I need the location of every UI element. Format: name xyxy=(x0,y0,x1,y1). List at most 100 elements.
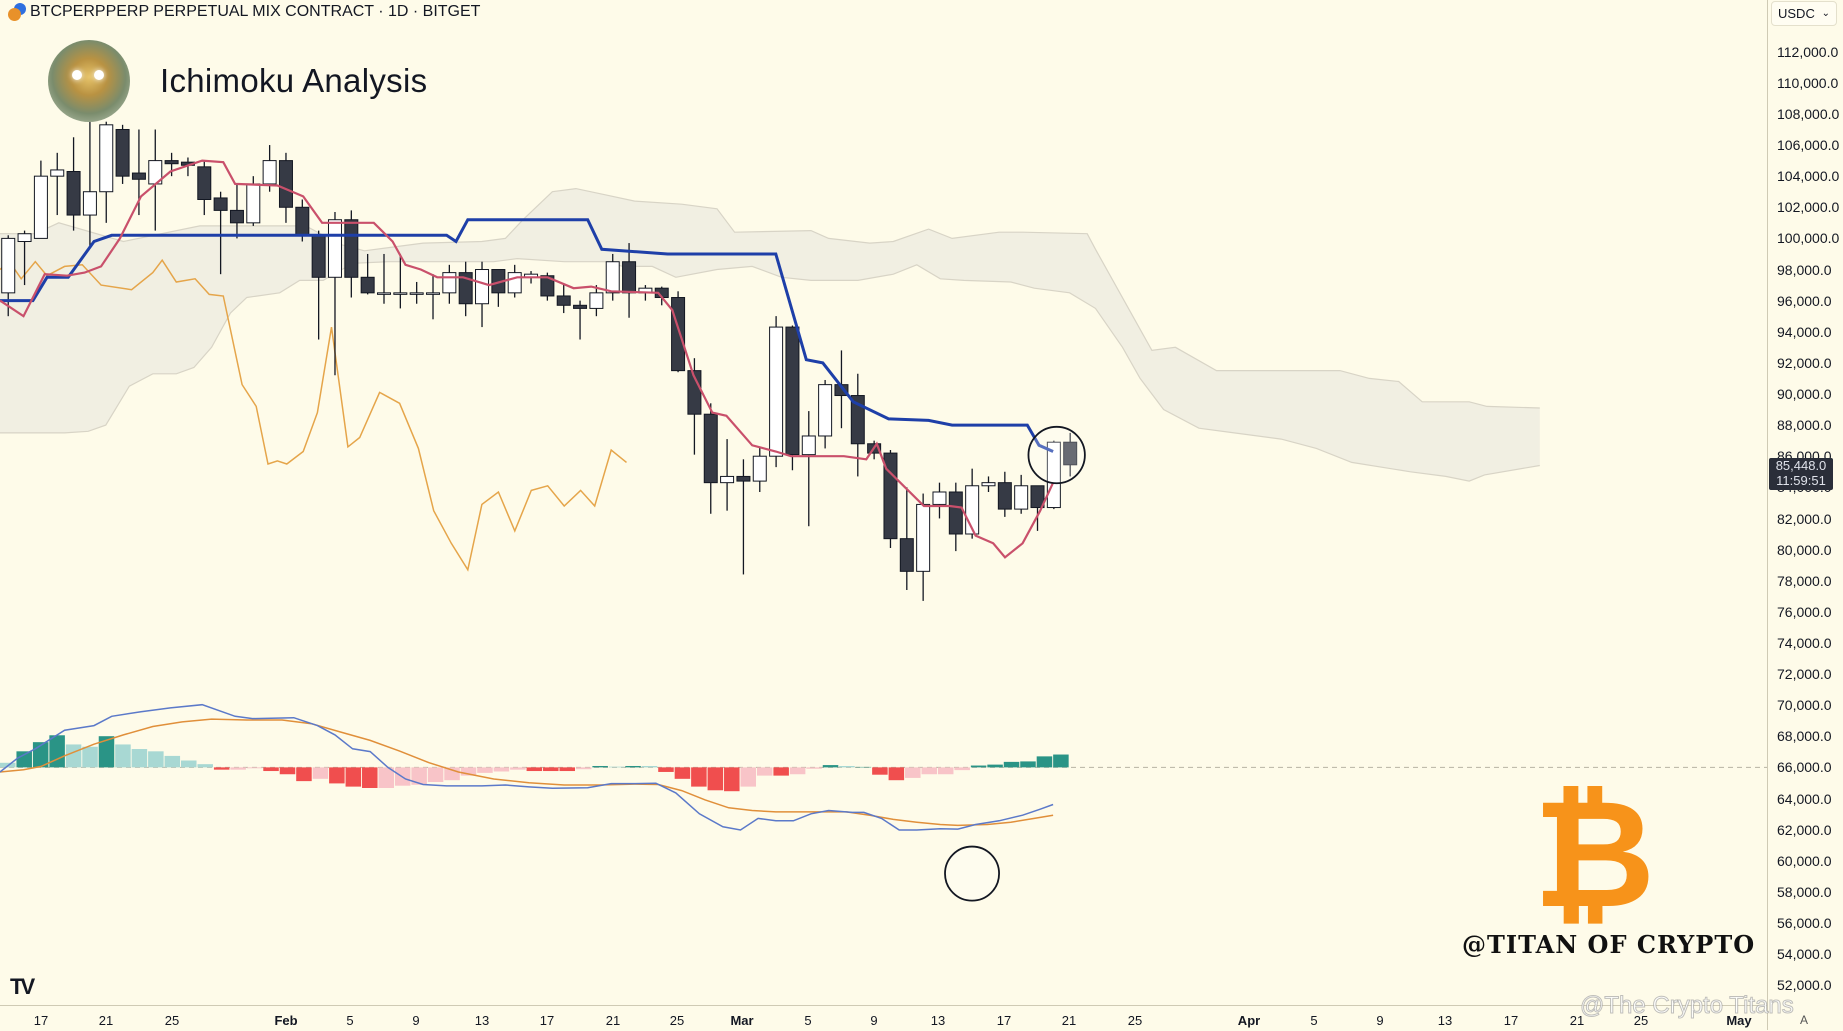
macd-histogram-bar xyxy=(1020,761,1036,767)
time-axis[interactable] xyxy=(0,1005,1767,1031)
macd-histogram-bar xyxy=(576,767,592,769)
candle-body xyxy=(410,293,423,295)
chevron-down-icon: ⌄ xyxy=(1822,8,1830,19)
time-tick-label: 13 xyxy=(931,1013,945,1028)
time-tick-label: 5 xyxy=(346,1013,353,1028)
macd-histogram-bar xyxy=(329,767,345,783)
price-tick-label: 92,000.0 xyxy=(1777,355,1832,371)
time-tick-label: 17 xyxy=(1504,1013,1518,1028)
candle-body xyxy=(263,161,276,184)
macd-histogram-bar xyxy=(527,767,543,771)
macd-histogram-bar xyxy=(49,735,65,767)
candle-body xyxy=(132,173,145,179)
source-watermark: @The Crypto Titans xyxy=(1580,992,1794,1020)
candle-body xyxy=(737,476,750,481)
auto-scale-button[interactable]: A xyxy=(1800,1013,1808,1027)
price-tick-label: 62,000.0 xyxy=(1777,822,1832,838)
candle-body xyxy=(704,414,717,482)
price-tick-label: 60,000.0 xyxy=(1777,853,1832,869)
chart-canvas[interactable] xyxy=(0,0,1767,1005)
macd-histogram-bar xyxy=(313,767,329,778)
price-tick-label: 94,000.0 xyxy=(1777,324,1832,340)
macd-histogram-bar xyxy=(938,767,954,774)
candle-body xyxy=(998,483,1011,509)
time-tick-label: 9 xyxy=(870,1013,877,1028)
price-tick-label: 96,000.0 xyxy=(1777,293,1832,309)
candle-body xyxy=(900,539,913,572)
candle-body xyxy=(312,235,325,277)
time-tick-label: 13 xyxy=(475,1013,489,1028)
candle-body xyxy=(590,293,603,309)
macd-histogram-bar xyxy=(1037,756,1053,767)
candle-body xyxy=(279,161,292,208)
price-tick-label: 58,000.0 xyxy=(1777,884,1832,900)
price-tick-label: 104,000.0 xyxy=(1777,168,1839,184)
macd-histogram-bar xyxy=(609,767,625,768)
time-tick-label: 5 xyxy=(804,1013,811,1028)
annotation-circle xyxy=(945,847,999,901)
currency-selector[interactable]: USDC ⌄ xyxy=(1771,1,1837,26)
price-tick-label: 78,000.0 xyxy=(1777,573,1832,589)
price-tick-label: 98,000.0 xyxy=(1777,262,1832,278)
time-tick-label: 21 xyxy=(606,1013,620,1028)
currency-label: USDC xyxy=(1778,6,1815,21)
price-tick-label: 74,000.0 xyxy=(1777,635,1832,651)
candle-body xyxy=(819,385,832,436)
author-handle: @TITAN OF CRYPTO xyxy=(1462,930,1755,959)
btc-usdc-pair-icon xyxy=(8,3,26,21)
candle-body xyxy=(933,492,946,504)
price-tick-label: 76,000.0 xyxy=(1777,604,1832,620)
annotation-circle xyxy=(1028,427,1084,483)
time-tick-label: 25 xyxy=(165,1013,179,1028)
price-tick-label: 90,000.0 xyxy=(1777,386,1832,402)
macd-histogram-bar xyxy=(477,767,493,773)
macd-histogram-bar xyxy=(971,766,987,768)
macd-histogram-bar xyxy=(872,767,888,774)
tradingview-logo[interactable]: TV xyxy=(10,974,32,1000)
price-tick-label: 106,000.0 xyxy=(1777,137,1839,153)
price-tick-label: 64,000.0 xyxy=(1777,791,1832,807)
author-avatar xyxy=(48,40,130,122)
macd-histogram-bar xyxy=(757,767,773,775)
macd-histogram-bar xyxy=(658,767,674,772)
macd-histogram-bar xyxy=(708,767,724,790)
candle-body xyxy=(198,167,211,200)
candle-body xyxy=(67,171,80,215)
time-tick-label: Mar xyxy=(730,1013,753,1028)
price-tick-label: 102,000.0 xyxy=(1777,199,1839,215)
price-tick-label: 56,000.0 xyxy=(1777,915,1832,931)
bitcoin-logo: ₿ xyxy=(1533,780,1655,930)
candle-body xyxy=(361,277,374,293)
macd-histogram-bar xyxy=(625,766,641,767)
macd-histogram-bar xyxy=(987,765,1003,768)
candle-body xyxy=(1015,486,1028,509)
price-tick-label: 112,000.0 xyxy=(1777,44,1838,60)
candle-body xyxy=(345,220,358,278)
macd-histogram-bar xyxy=(543,767,559,771)
symbol-header: BTCPERPPERP PERPETUAL MIX CONTRACT · 1D … xyxy=(8,3,480,21)
macd-histogram-bar xyxy=(346,767,362,786)
candle-body xyxy=(116,129,129,176)
macd-histogram-bar xyxy=(494,767,510,771)
time-tick-label: 17 xyxy=(997,1013,1011,1028)
macd-histogram-bar xyxy=(905,767,921,778)
candle-body xyxy=(949,492,962,534)
candle-body xyxy=(165,161,178,164)
price-tick-label: 54,000.0 xyxy=(1777,946,1832,962)
candle-body xyxy=(574,305,587,308)
macd-histogram-bar xyxy=(823,765,839,767)
macd-histogram-bar xyxy=(115,744,131,767)
candle-body xyxy=(476,270,489,304)
candle-body xyxy=(443,273,456,293)
symbol-title: BTCPERPPERP PERPETUAL MIX CONTRACT · 1D … xyxy=(30,3,480,21)
macd-histogram-bar xyxy=(642,766,658,767)
macd-histogram-bar xyxy=(790,767,806,774)
time-tick-label: 21 xyxy=(1062,1013,1076,1028)
time-tick-label: 9 xyxy=(1376,1013,1383,1028)
price-tick-label: 110,000.0 xyxy=(1777,75,1838,91)
candle-body xyxy=(557,296,570,305)
time-tick-label: 13 xyxy=(1438,1013,1452,1028)
price-tick-label: 80,000.0 xyxy=(1777,542,1832,558)
macd-histogram-bar xyxy=(181,760,197,767)
time-tick-label: 17 xyxy=(540,1013,554,1028)
